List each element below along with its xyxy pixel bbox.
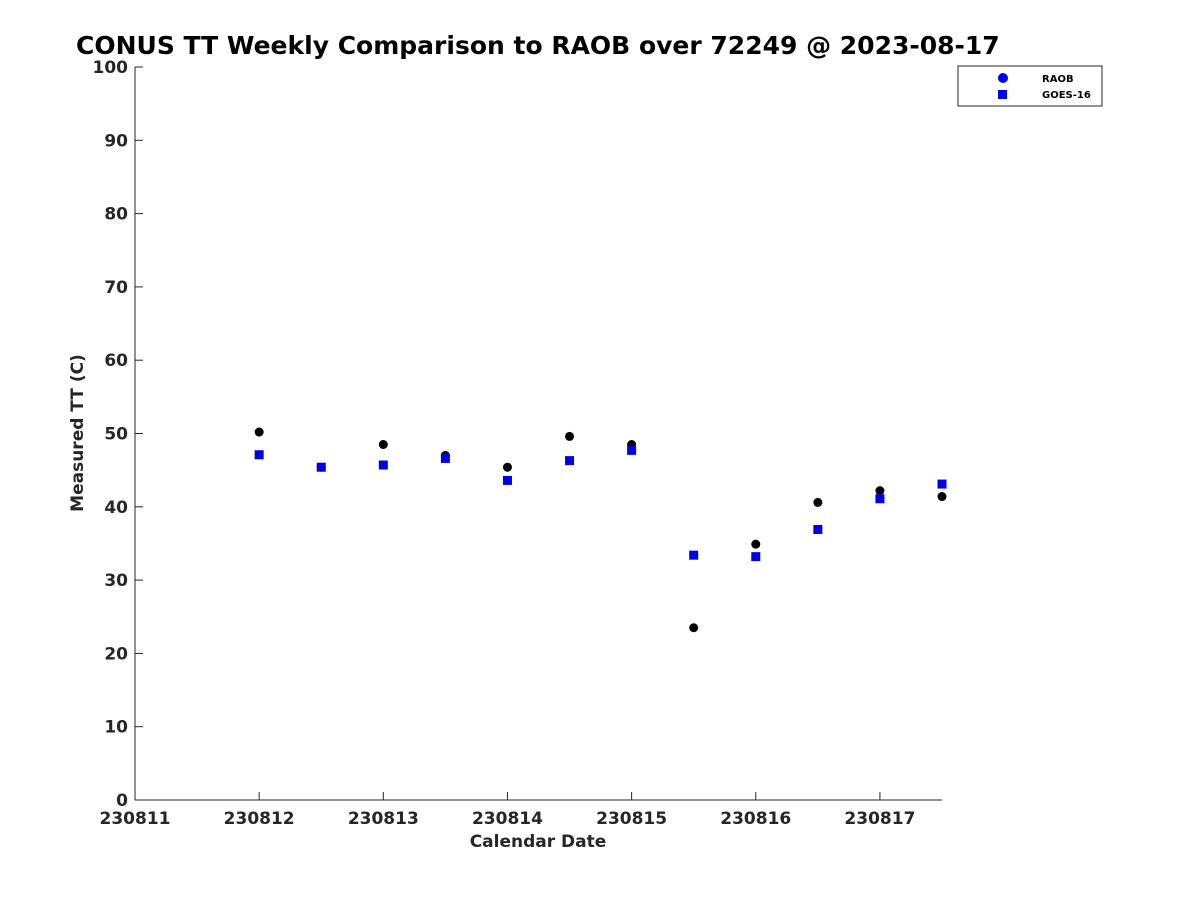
raob-point [378, 439, 388, 449]
x-tick-label: 230814 [472, 809, 543, 829]
goes16-point [937, 479, 947, 489]
y-tick-label: 10 [104, 718, 128, 738]
y-tick-label: 80 [104, 205, 128, 225]
legend-goes-label: GOES-16 [1042, 90, 1091, 101]
data-points [254, 427, 947, 633]
legend-box [957, 65, 1103, 107]
goes16-point [813, 525, 823, 535]
raob-point [937, 492, 947, 502]
goes16-point [627, 445, 637, 455]
legend-raob-label: RAOB [1042, 74, 1074, 85]
legend: RAOB GOES-16 [957, 65, 1103, 107]
y-axis-label: Measured TT (C) [68, 354, 88, 512]
raob-point [689, 623, 699, 633]
y-tick-label: 70 [104, 278, 128, 298]
x-tick-label: 230817 [844, 809, 915, 829]
goes16-point [440, 453, 450, 463]
x-tick-label: 230811 [100, 809, 171, 829]
goes16-point [254, 450, 264, 460]
goes16-point [751, 552, 761, 562]
x-tick-label: 230813 [348, 809, 419, 829]
y-tick-label: 100 [93, 58, 129, 78]
goes16-point [565, 456, 575, 466]
raob-point [751, 539, 761, 549]
raob-point [875, 486, 885, 496]
y-tick-label: 0 [116, 791, 128, 811]
chart-title: CONUS TT Weekly Comparison to RAOB over … [76, 31, 1000, 60]
y-tick-label: 90 [104, 131, 128, 151]
y-tick-label: 60 [104, 351, 128, 371]
x-axis-label: Calendar Date [470, 832, 607, 852]
legend-raob-marker [998, 73, 1008, 83]
goes16-point [875, 494, 885, 504]
y-tick-label: 20 [104, 644, 128, 664]
raob-point [254, 427, 264, 437]
legend-goes-marker [998, 90, 1007, 99]
y-tick-label: 40 [104, 498, 128, 518]
y-tick-label: 50 [104, 425, 128, 445]
y-axis: 0 10 20 30 40 50 60 70 80 90 100 [93, 58, 143, 811]
raob-point [813, 497, 823, 507]
x-tick-label: 230816 [720, 809, 791, 829]
x-tick-label: 230812 [224, 809, 295, 829]
goes16-point [316, 462, 326, 472]
y-tick-label: 30 [104, 571, 128, 591]
goes16-point [378, 460, 388, 470]
goes16-point [502, 475, 512, 485]
x-tick-label: 230815 [596, 809, 667, 829]
x-axis: 230811 230812 230813 230814 230815 230816 2308… [100, 792, 915, 829]
raob-point [565, 431, 575, 441]
raob-point [502, 462, 512, 472]
goes16-point [689, 550, 699, 560]
